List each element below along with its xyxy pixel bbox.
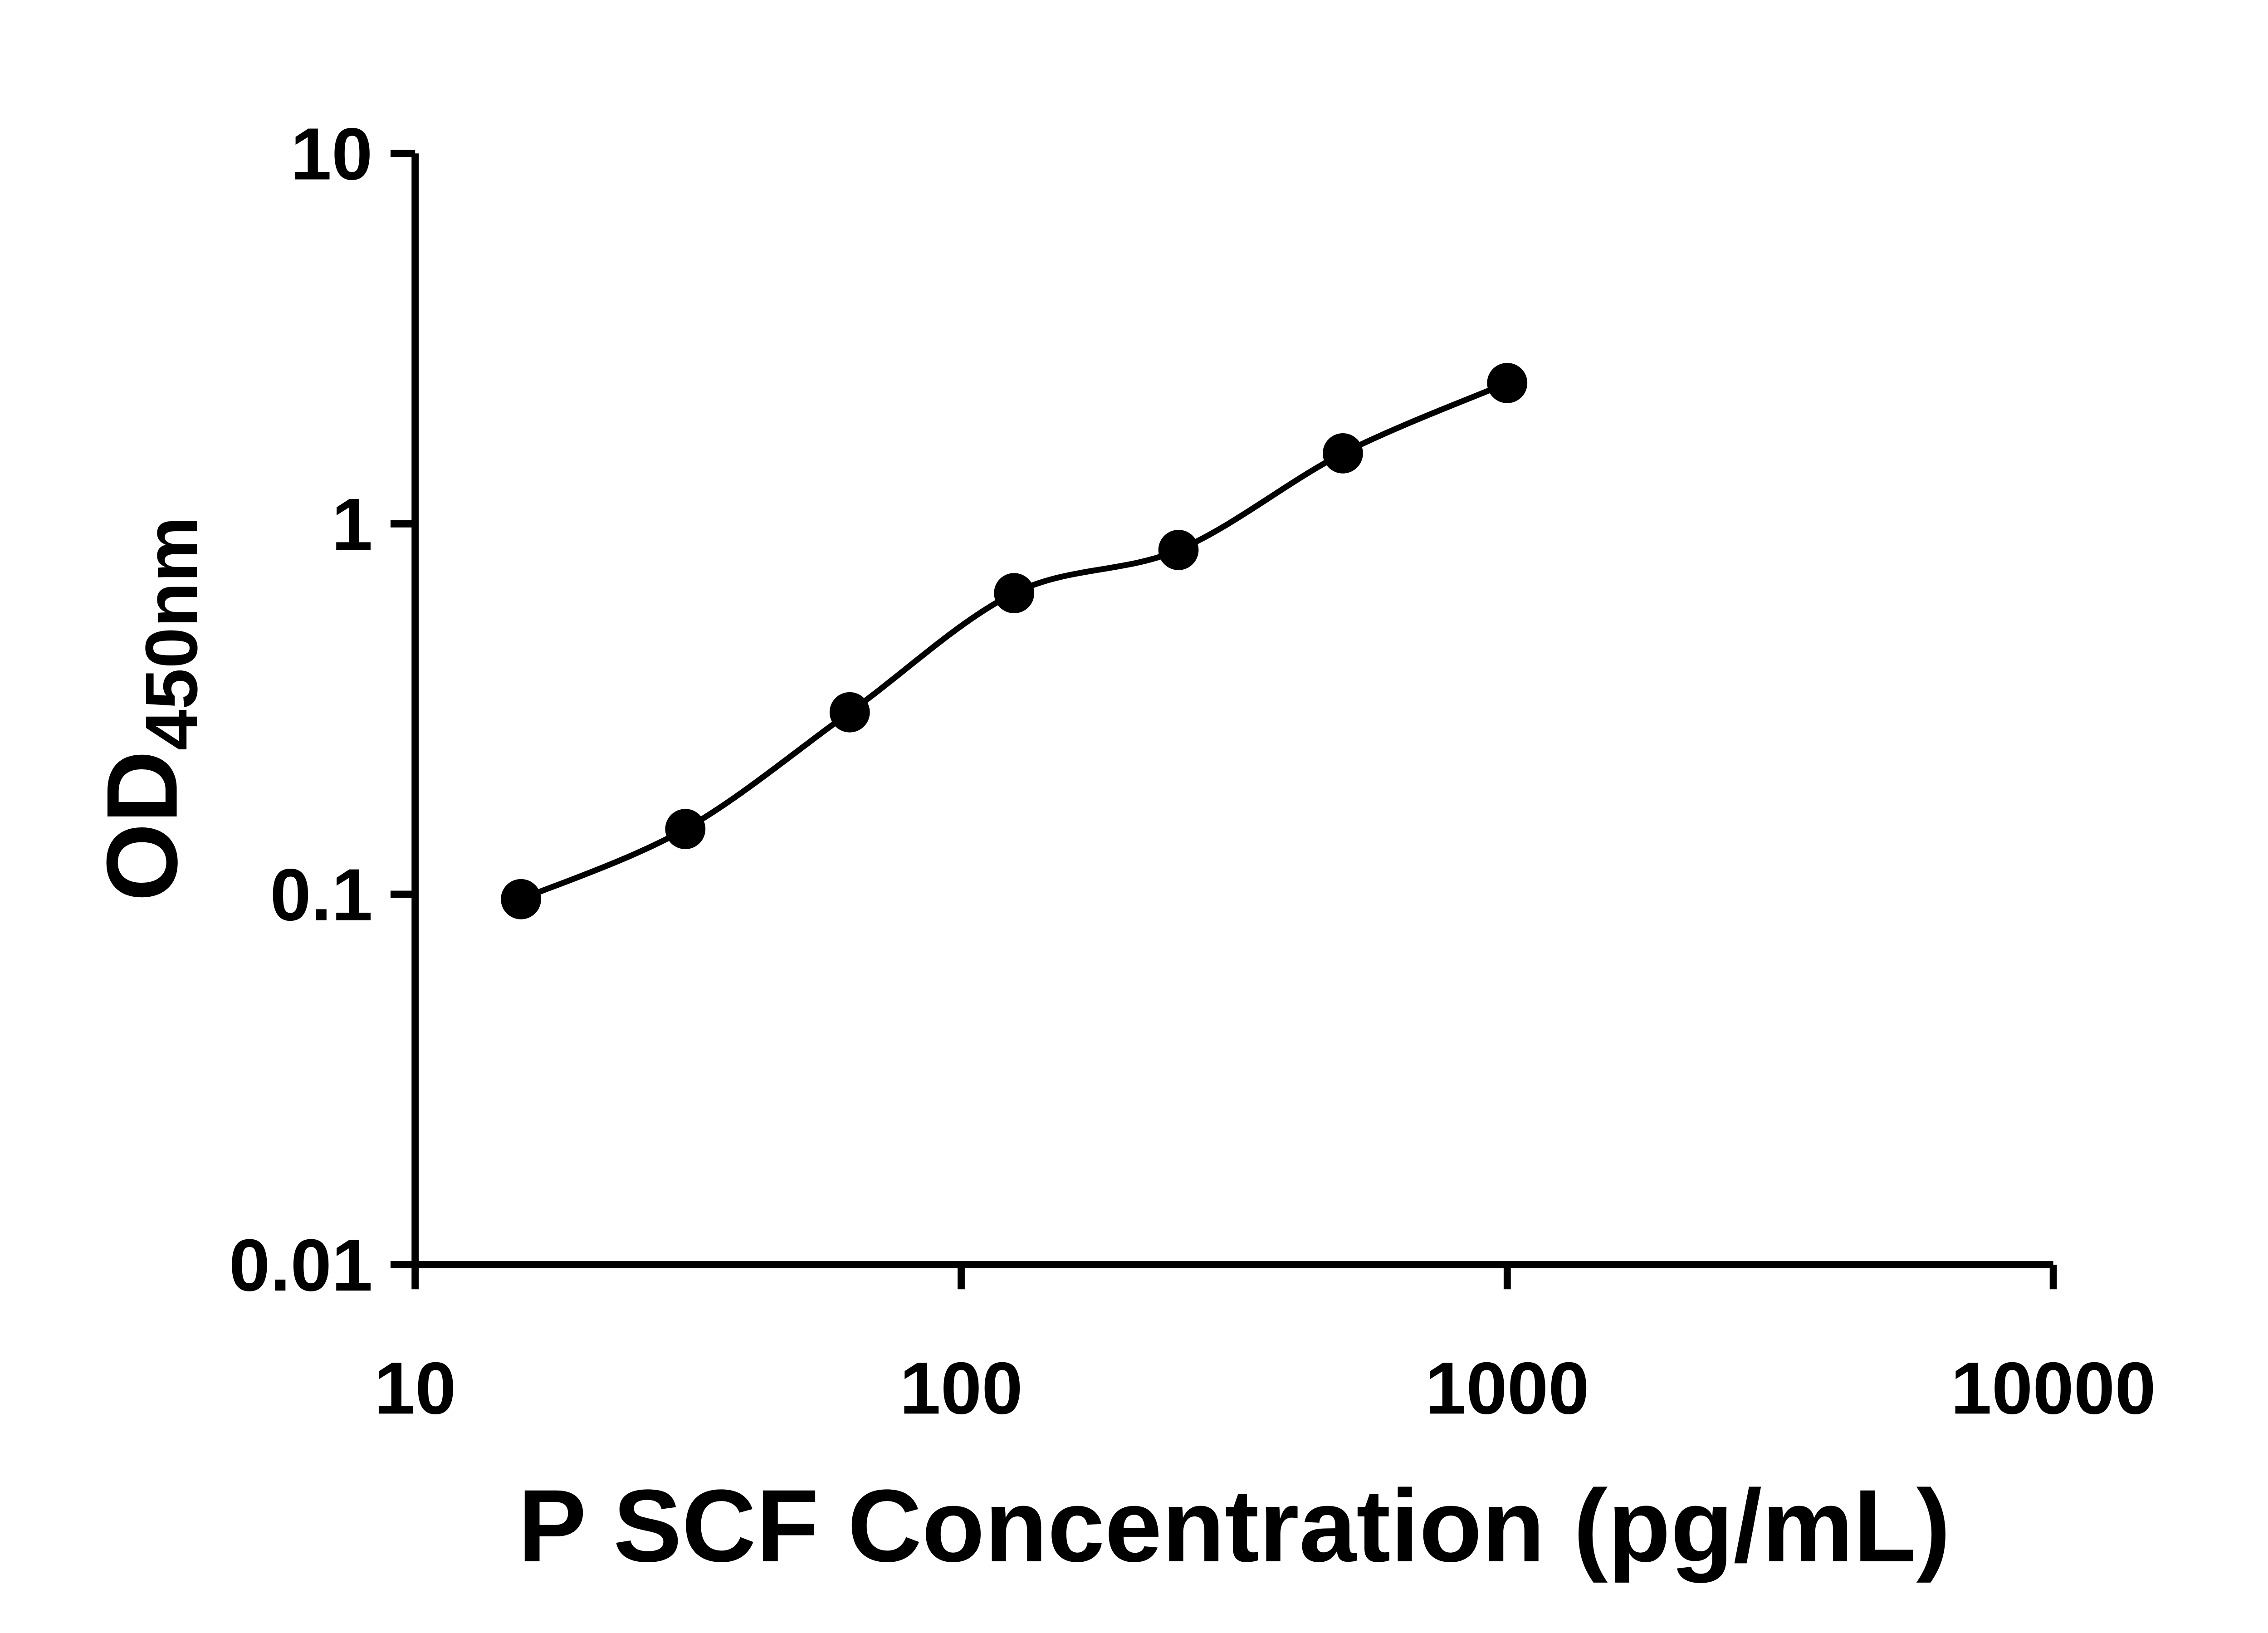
- data-point-marker: [994, 573, 1035, 613]
- data-point-marker: [1323, 433, 1363, 474]
- y-tick-label: 10: [291, 113, 373, 195]
- data-point-marker: [501, 879, 541, 919]
- data-point-marker: [1487, 362, 1528, 403]
- data-point-marker: [1158, 530, 1199, 570]
- y-axis-title: OD450nm: [86, 517, 213, 901]
- y-axis-title-main: OD: [86, 750, 199, 901]
- x-tick-label: 100: [899, 1347, 1023, 1429]
- axes-layer: 10 100 1000 10000 10 1 0.1 0.01: [229, 113, 2156, 1429]
- x-tick-label: 10000: [1950, 1347, 2156, 1429]
- axis-spine: [411, 153, 2053, 1268]
- data-layer: [501, 362, 1528, 919]
- y-tick-label: 0.01: [229, 1224, 373, 1306]
- data-point-marker: [665, 809, 706, 849]
- y-tick-label: 0.1: [270, 854, 372, 936]
- y-tick-label: 1: [332, 484, 373, 566]
- x-tick-label: 1000: [1425, 1347, 1589, 1429]
- data-point-marker: [829, 692, 870, 733]
- y-axis-title-sub: 450nm: [131, 517, 213, 751]
- x-tick-label: 10: [374, 1347, 456, 1429]
- x-axis-title: P SCF Concentration (pg/mL): [518, 1469, 1951, 1584]
